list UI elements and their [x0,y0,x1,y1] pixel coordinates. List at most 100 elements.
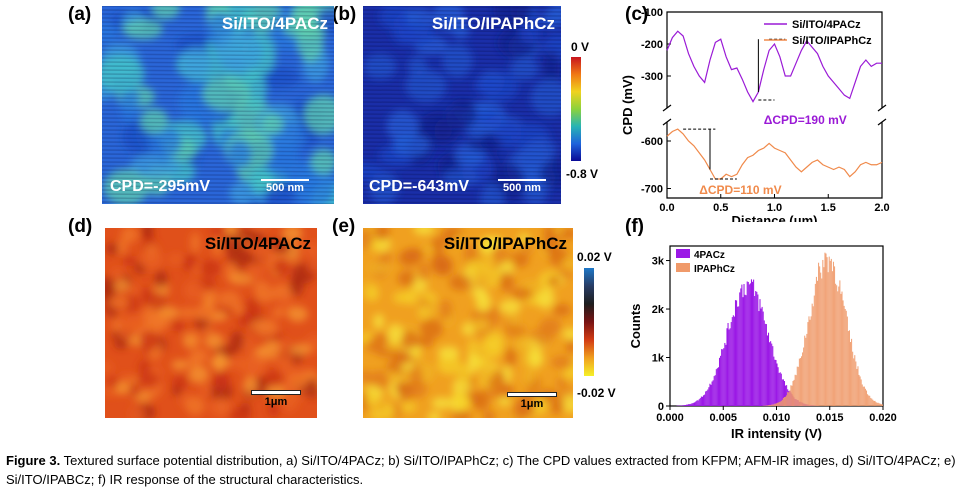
surface-feature [192,304,216,320]
surface-feature [448,98,477,129]
x-tick-label: 1.5 [821,202,836,214]
scan-line [102,101,334,105]
kpfm-image-4pacz: Si/ITO/4PACz CPD=-295mV 500 nm [102,6,334,204]
histogram-bar [811,303,813,406]
scale-bar-label: 1μm [264,396,288,408]
scan-line [102,69,334,73]
histogram-bar [771,343,773,406]
afmir-image-ipaphcz: Si/ITO/IPAPhCz 1μm [363,228,573,418]
histogram-bar [693,402,695,406]
scan-line [102,49,334,53]
scan-line [102,153,334,157]
surface-feature [547,275,561,287]
surface-feature [230,330,245,351]
surface-feature [227,140,252,169]
surface-feature [253,243,276,265]
surface-feature [202,76,251,111]
histogram-bar [704,394,706,406]
scan-line [363,201,561,204]
histogram-bar [714,375,716,406]
histogram-bar [767,332,770,406]
histogram-bar [776,363,778,406]
scan-line [102,121,334,125]
histogram-bar [830,258,832,406]
surface-feature [208,397,233,418]
surface-feature [413,228,435,236]
histogram-bar [879,403,881,406]
surface-feature [562,328,573,341]
scan-line [102,37,334,41]
surface-feature [273,258,290,277]
histogram-bar [776,402,778,406]
histogram-bar [785,385,787,406]
x-tick-label: 0.015 [816,412,844,424]
histogram-bar [780,373,782,406]
scan-line [102,6,334,9]
surface-feature [171,375,189,389]
scan-line [102,97,334,101]
histogram-bar [756,291,758,406]
histogram-bar [795,375,797,406]
surface-feature [475,292,492,312]
histogram-bar [772,346,774,406]
histogram-bar [711,381,713,406]
surface-feature [237,314,251,328]
histogram-bar [730,322,732,406]
scan-line [102,29,334,33]
surface-feature [504,347,517,367]
histogram-bar [749,283,751,406]
scan-line [363,25,561,29]
surface-feature [434,119,452,142]
histogram-bar [799,358,801,406]
histogram-bar [727,323,729,406]
cpd-value: CPD=-643mV [369,178,470,195]
surface-feature [260,113,284,135]
surface-feature [432,6,465,33]
surface-feature [289,343,312,356]
surface-feature [397,249,421,267]
surface-feature [530,78,561,117]
surface-feature [231,303,245,315]
legend-label: Si/ITO/4PACz [792,19,861,31]
histogram-bar [872,399,874,406]
scan-line [102,65,334,69]
surface-feature [431,397,453,410]
histogram-bar [790,385,792,406]
histogram-bar [694,402,696,406]
surface-feature [562,369,573,380]
histogram-bar [771,404,773,406]
scale-bar: 500 nm [256,179,314,194]
surface-feature [556,377,568,389]
histogram-bar [700,396,702,406]
histogram-bar [721,349,723,406]
surface-feature [222,234,246,253]
histogram-bar [734,300,737,406]
surface-feature [228,356,249,370]
scan-line [363,169,561,173]
scan-line [102,57,334,61]
histogram-bar [877,402,879,406]
histogram-bar [819,266,821,406]
histogram-bar [754,296,756,406]
histogram-bar [758,311,760,406]
surface-feature [115,381,130,395]
surface-feature [102,54,145,93]
histogram-bar [710,384,712,406]
scan-line [363,77,561,81]
surface-feature [363,229,374,251]
scan-line [102,173,334,177]
surface-feature [437,346,460,360]
histogram-bar [778,401,780,406]
surface-feature [287,306,308,322]
histogram-bar [829,260,831,406]
histogram-bar [777,402,779,406]
cpd-value: CPD=-295mV [110,178,211,195]
histogram-bar [699,398,701,406]
histogram-bar [796,366,798,406]
colorbar-kpfm [571,57,581,161]
histogram-bar [807,322,809,406]
scan-line [363,17,561,21]
histogram-bar [687,404,689,406]
histogram-bar [858,374,860,406]
histogram-bar [816,280,819,406]
